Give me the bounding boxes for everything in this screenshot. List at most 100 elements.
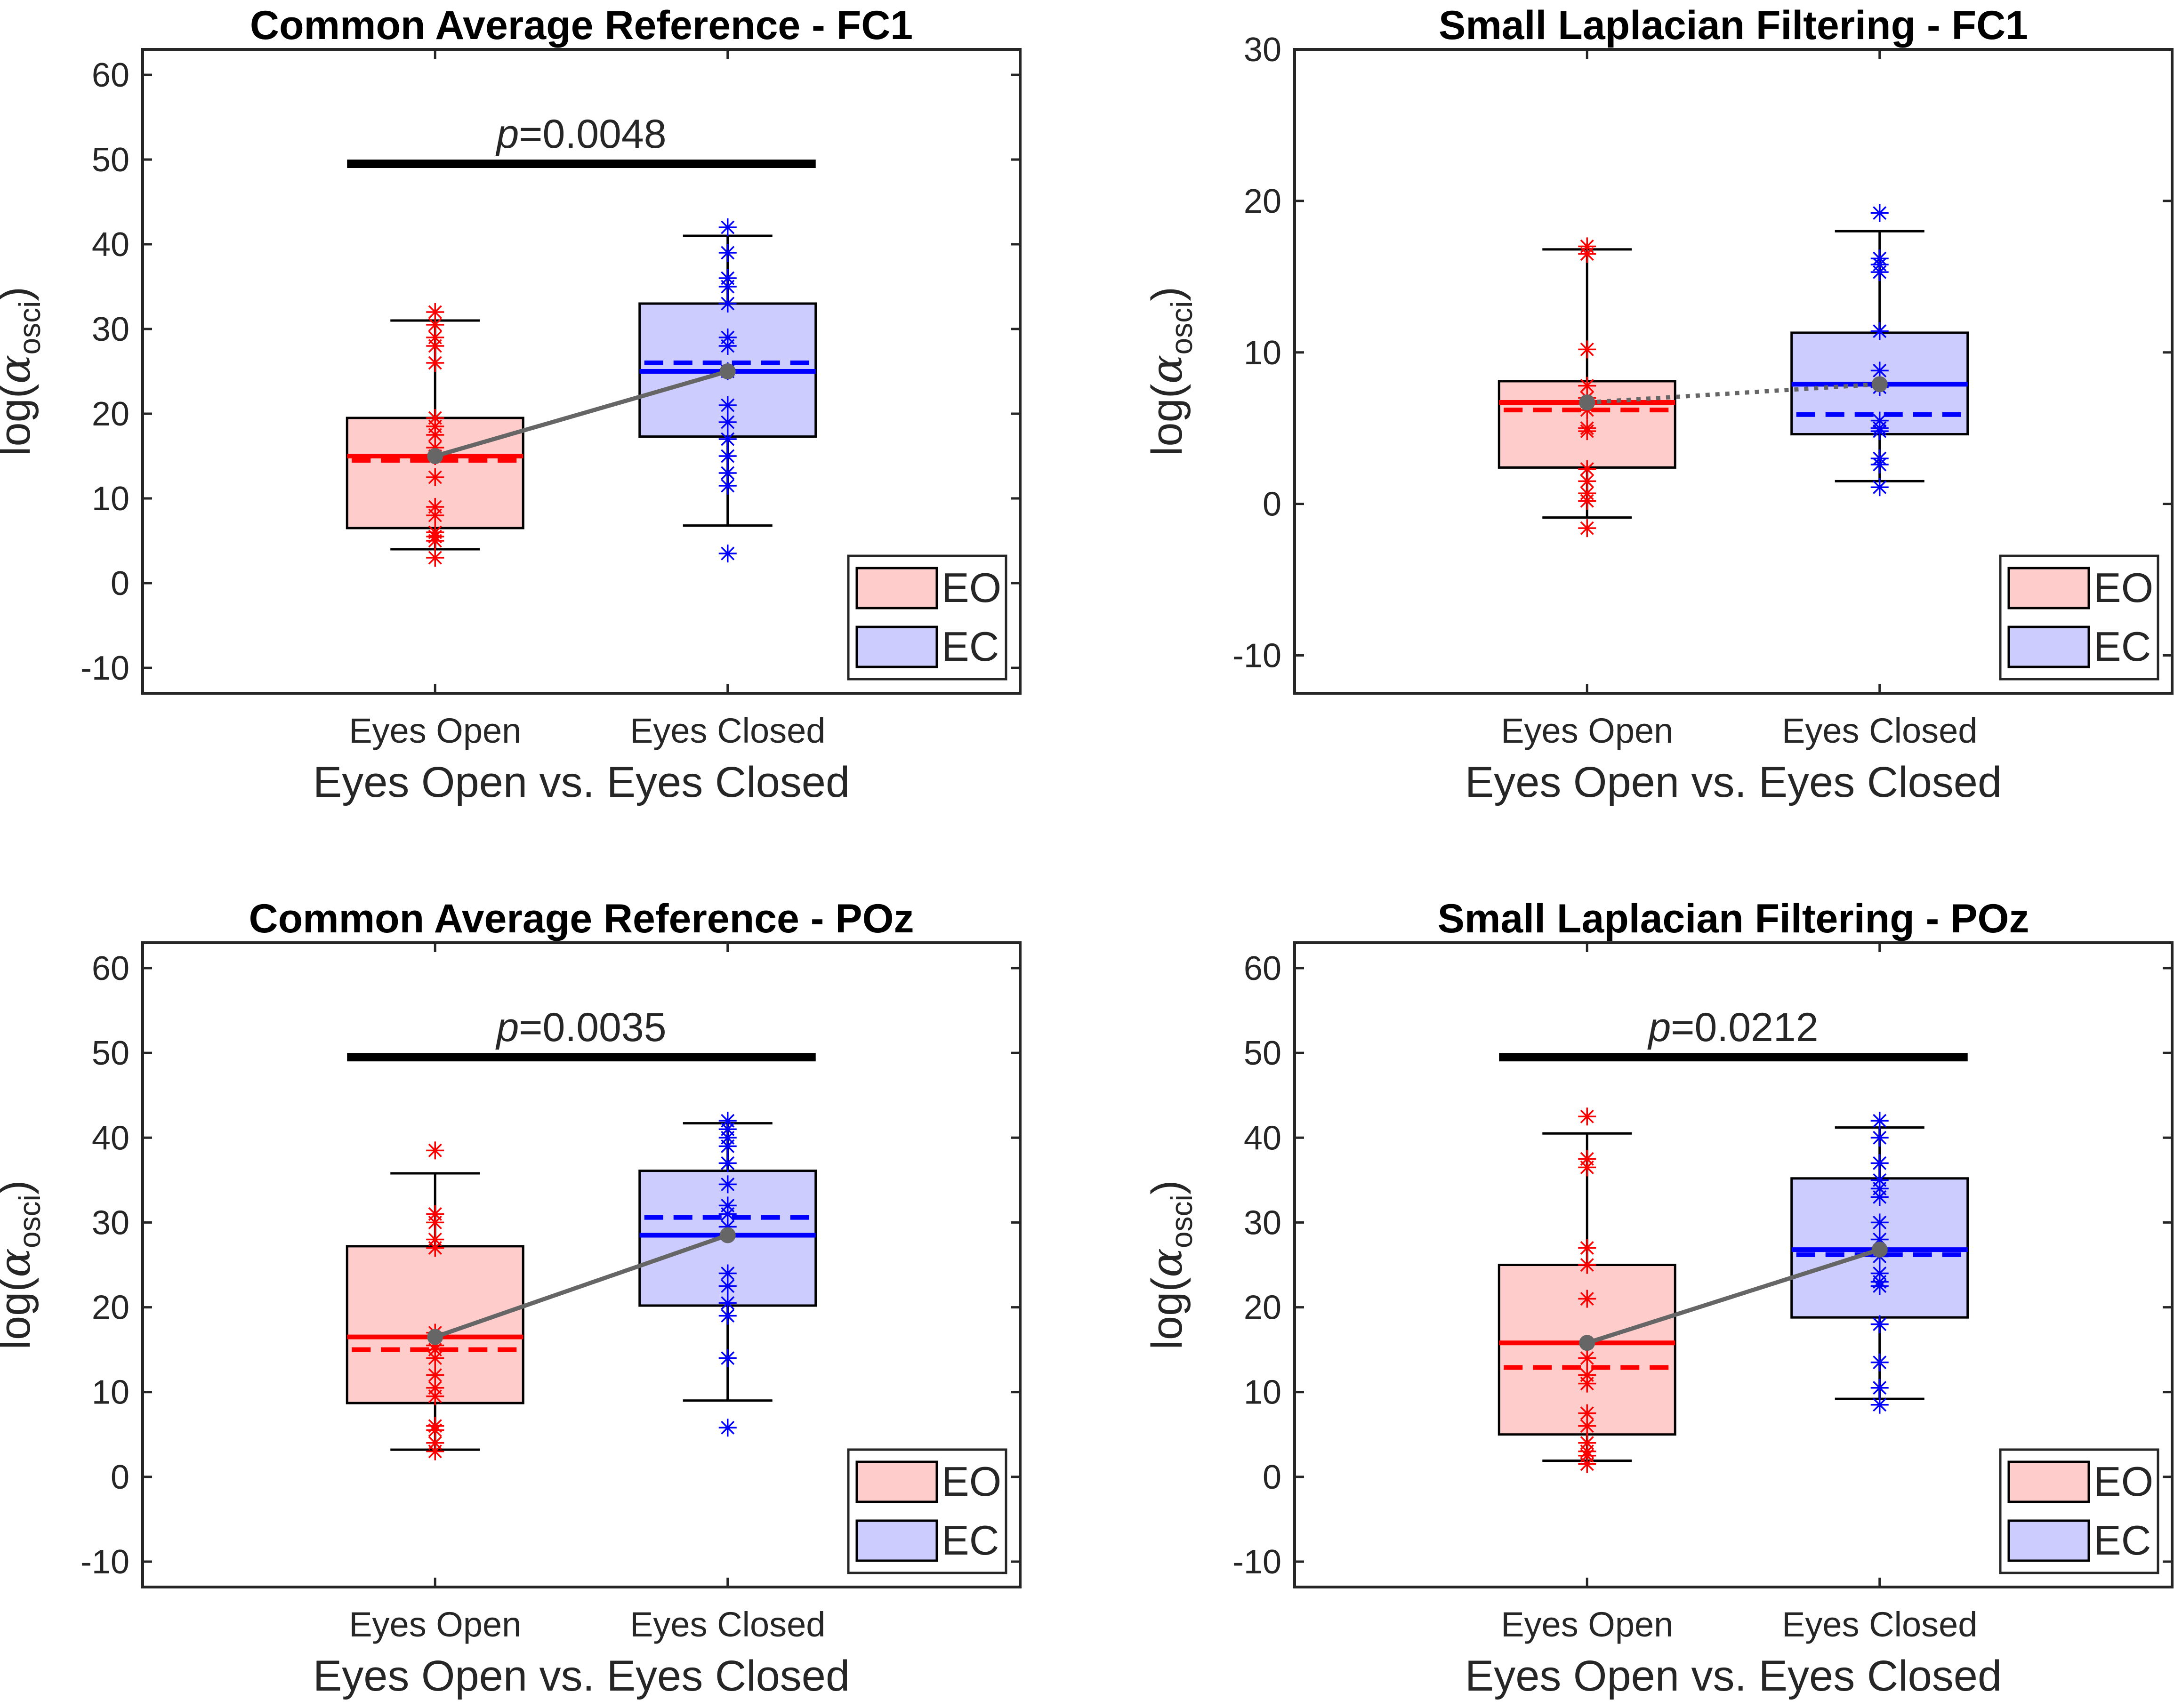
p-value-label: p=0.0212 bbox=[1647, 1005, 1818, 1050]
data-point bbox=[1578, 519, 1596, 537]
data-point bbox=[1870, 1154, 1889, 1172]
y-tick-label: 60 bbox=[92, 56, 129, 94]
data-point bbox=[1870, 1112, 1889, 1130]
data-point-stroke bbox=[721, 1156, 735, 1170]
y-tick-label: 20 bbox=[92, 1289, 129, 1327]
data-point-stroke bbox=[1873, 1279, 1887, 1293]
data-point-stroke bbox=[428, 1389, 442, 1403]
data-point-stroke bbox=[1873, 1131, 1887, 1145]
data-point-stroke bbox=[721, 1177, 735, 1191]
data-point-stroke bbox=[721, 1309, 735, 1323]
data-point-stroke bbox=[428, 339, 442, 353]
y-tick-label: 0 bbox=[1263, 486, 1281, 523]
y-tick-label: 30 bbox=[1244, 31, 1281, 69]
data-point bbox=[718, 1307, 737, 1325]
data-point-stroke bbox=[1580, 1292, 1594, 1306]
data-point bbox=[718, 545, 737, 562]
data-point-stroke bbox=[721, 1139, 735, 1153]
p-value-number: =0.0212 bbox=[1671, 1005, 1818, 1050]
data-point-stroke bbox=[721, 398, 735, 412]
data-point bbox=[1870, 1277, 1889, 1295]
data-point bbox=[1870, 263, 1889, 281]
data-point-stroke bbox=[1873, 324, 1887, 338]
data-point bbox=[426, 1239, 444, 1257]
y-axis-label: log(αosci) bbox=[1142, 287, 1199, 456]
data-point-stroke bbox=[1580, 1457, 1594, 1471]
y-tick-label: -10 bbox=[81, 1543, 129, 1581]
data-point-stroke bbox=[721, 1207, 735, 1221]
y-axis-label-close: ) bbox=[0, 287, 39, 301]
data-point-stroke bbox=[721, 339, 735, 353]
data-point bbox=[426, 1387, 444, 1405]
median-connector bbox=[1586, 1247, 1881, 1345]
y-axis-label-subscript: osci bbox=[1165, 301, 1199, 355]
data-point-stroke bbox=[1873, 424, 1887, 438]
data-point-stroke bbox=[428, 1368, 442, 1382]
legend-swatch-ec bbox=[855, 1519, 938, 1562]
y-axis-label-close: ) bbox=[0, 1180, 39, 1195]
data-point bbox=[1870, 204, 1889, 222]
median-marker bbox=[719, 1227, 736, 1243]
data-point bbox=[426, 1213, 444, 1232]
y-tick-label: 60 bbox=[1244, 950, 1281, 987]
data-point-stroke bbox=[428, 1423, 442, 1437]
x-tick-label: Eyes Closed bbox=[1782, 1605, 1977, 1644]
p-value-prefix: p bbox=[1647, 1005, 1671, 1050]
data-point bbox=[1870, 455, 1889, 473]
y-tick-label: 50 bbox=[1244, 1034, 1281, 1072]
data-point-stroke bbox=[721, 1420, 735, 1435]
data-point bbox=[718, 1349, 737, 1367]
data-point-stroke bbox=[428, 534, 442, 548]
x-axis-label: Eyes Open vs. Eyes Closed bbox=[313, 758, 850, 806]
data-point-stroke bbox=[1580, 521, 1594, 535]
legend-label-ec: EC bbox=[2093, 1517, 2151, 1564]
y-axis-label-close: ) bbox=[1143, 1180, 1191, 1195]
data-point bbox=[1870, 422, 1889, 441]
data-point-stroke bbox=[1580, 1419, 1594, 1433]
p-value-prefix: p bbox=[495, 1005, 519, 1050]
data-point bbox=[718, 477, 737, 495]
legend-label-ec: EC bbox=[942, 1517, 999, 1564]
y-tick-label: 30 bbox=[1244, 1204, 1281, 1242]
data-point bbox=[1870, 1188, 1889, 1206]
data-point bbox=[426, 1349, 444, 1367]
legend-swatch-eo bbox=[2007, 1460, 2090, 1503]
data-point-stroke bbox=[721, 466, 735, 480]
y-axis-label: log(αosci) bbox=[0, 287, 47, 456]
y-axis-label-symbol: α bbox=[1142, 354, 1192, 384]
median-marker bbox=[1579, 1335, 1595, 1351]
y-axis-label-symbol: α bbox=[1142, 1248, 1192, 1277]
legend-label-eo: EO bbox=[942, 564, 1001, 611]
x-tick-label: Eyes Open bbox=[1501, 1605, 1673, 1644]
data-point-stroke bbox=[428, 470, 442, 484]
data-point bbox=[1578, 422, 1596, 441]
median-marker bbox=[719, 363, 736, 379]
y-axis-label-close: ) bbox=[1143, 287, 1191, 301]
y-tick-label: 30 bbox=[92, 1204, 129, 1242]
legend-swatch-eo bbox=[2007, 567, 2090, 609]
data-point bbox=[718, 1175, 737, 1194]
data-point-stroke bbox=[1580, 1377, 1594, 1391]
data-point bbox=[426, 549, 444, 567]
legend-label-ec: EC bbox=[942, 623, 999, 670]
data-point-stroke bbox=[721, 546, 735, 561]
legend-label-eo: EO bbox=[2093, 1458, 2153, 1505]
x-axis-label: Eyes Open vs. Eyes Closed bbox=[1465, 758, 2002, 806]
x-tick-label: Eyes Closed bbox=[630, 1605, 825, 1644]
data-point-stroke bbox=[721, 1266, 735, 1281]
data-point-stroke bbox=[721, 415, 735, 429]
y-tick-label: 0 bbox=[111, 565, 129, 602]
data-point bbox=[718, 1419, 737, 1437]
data-point-stroke bbox=[1580, 1241, 1594, 1255]
y-tick-label: -10 bbox=[1232, 1543, 1281, 1581]
legend-label-eo: EO bbox=[2093, 564, 2153, 611]
median-connector bbox=[434, 1233, 729, 1339]
p-value-number: =0.0035 bbox=[519, 1005, 666, 1050]
y-axis-label-symbol: α bbox=[0, 1248, 40, 1277]
y-axis-label-subscript: osci bbox=[13, 301, 47, 355]
data-point-stroke bbox=[721, 1296, 735, 1310]
data-point-stroke bbox=[1580, 1160, 1594, 1174]
data-point-stroke bbox=[1873, 1190, 1887, 1204]
y-axis-label-main: log( bbox=[1143, 384, 1191, 456]
